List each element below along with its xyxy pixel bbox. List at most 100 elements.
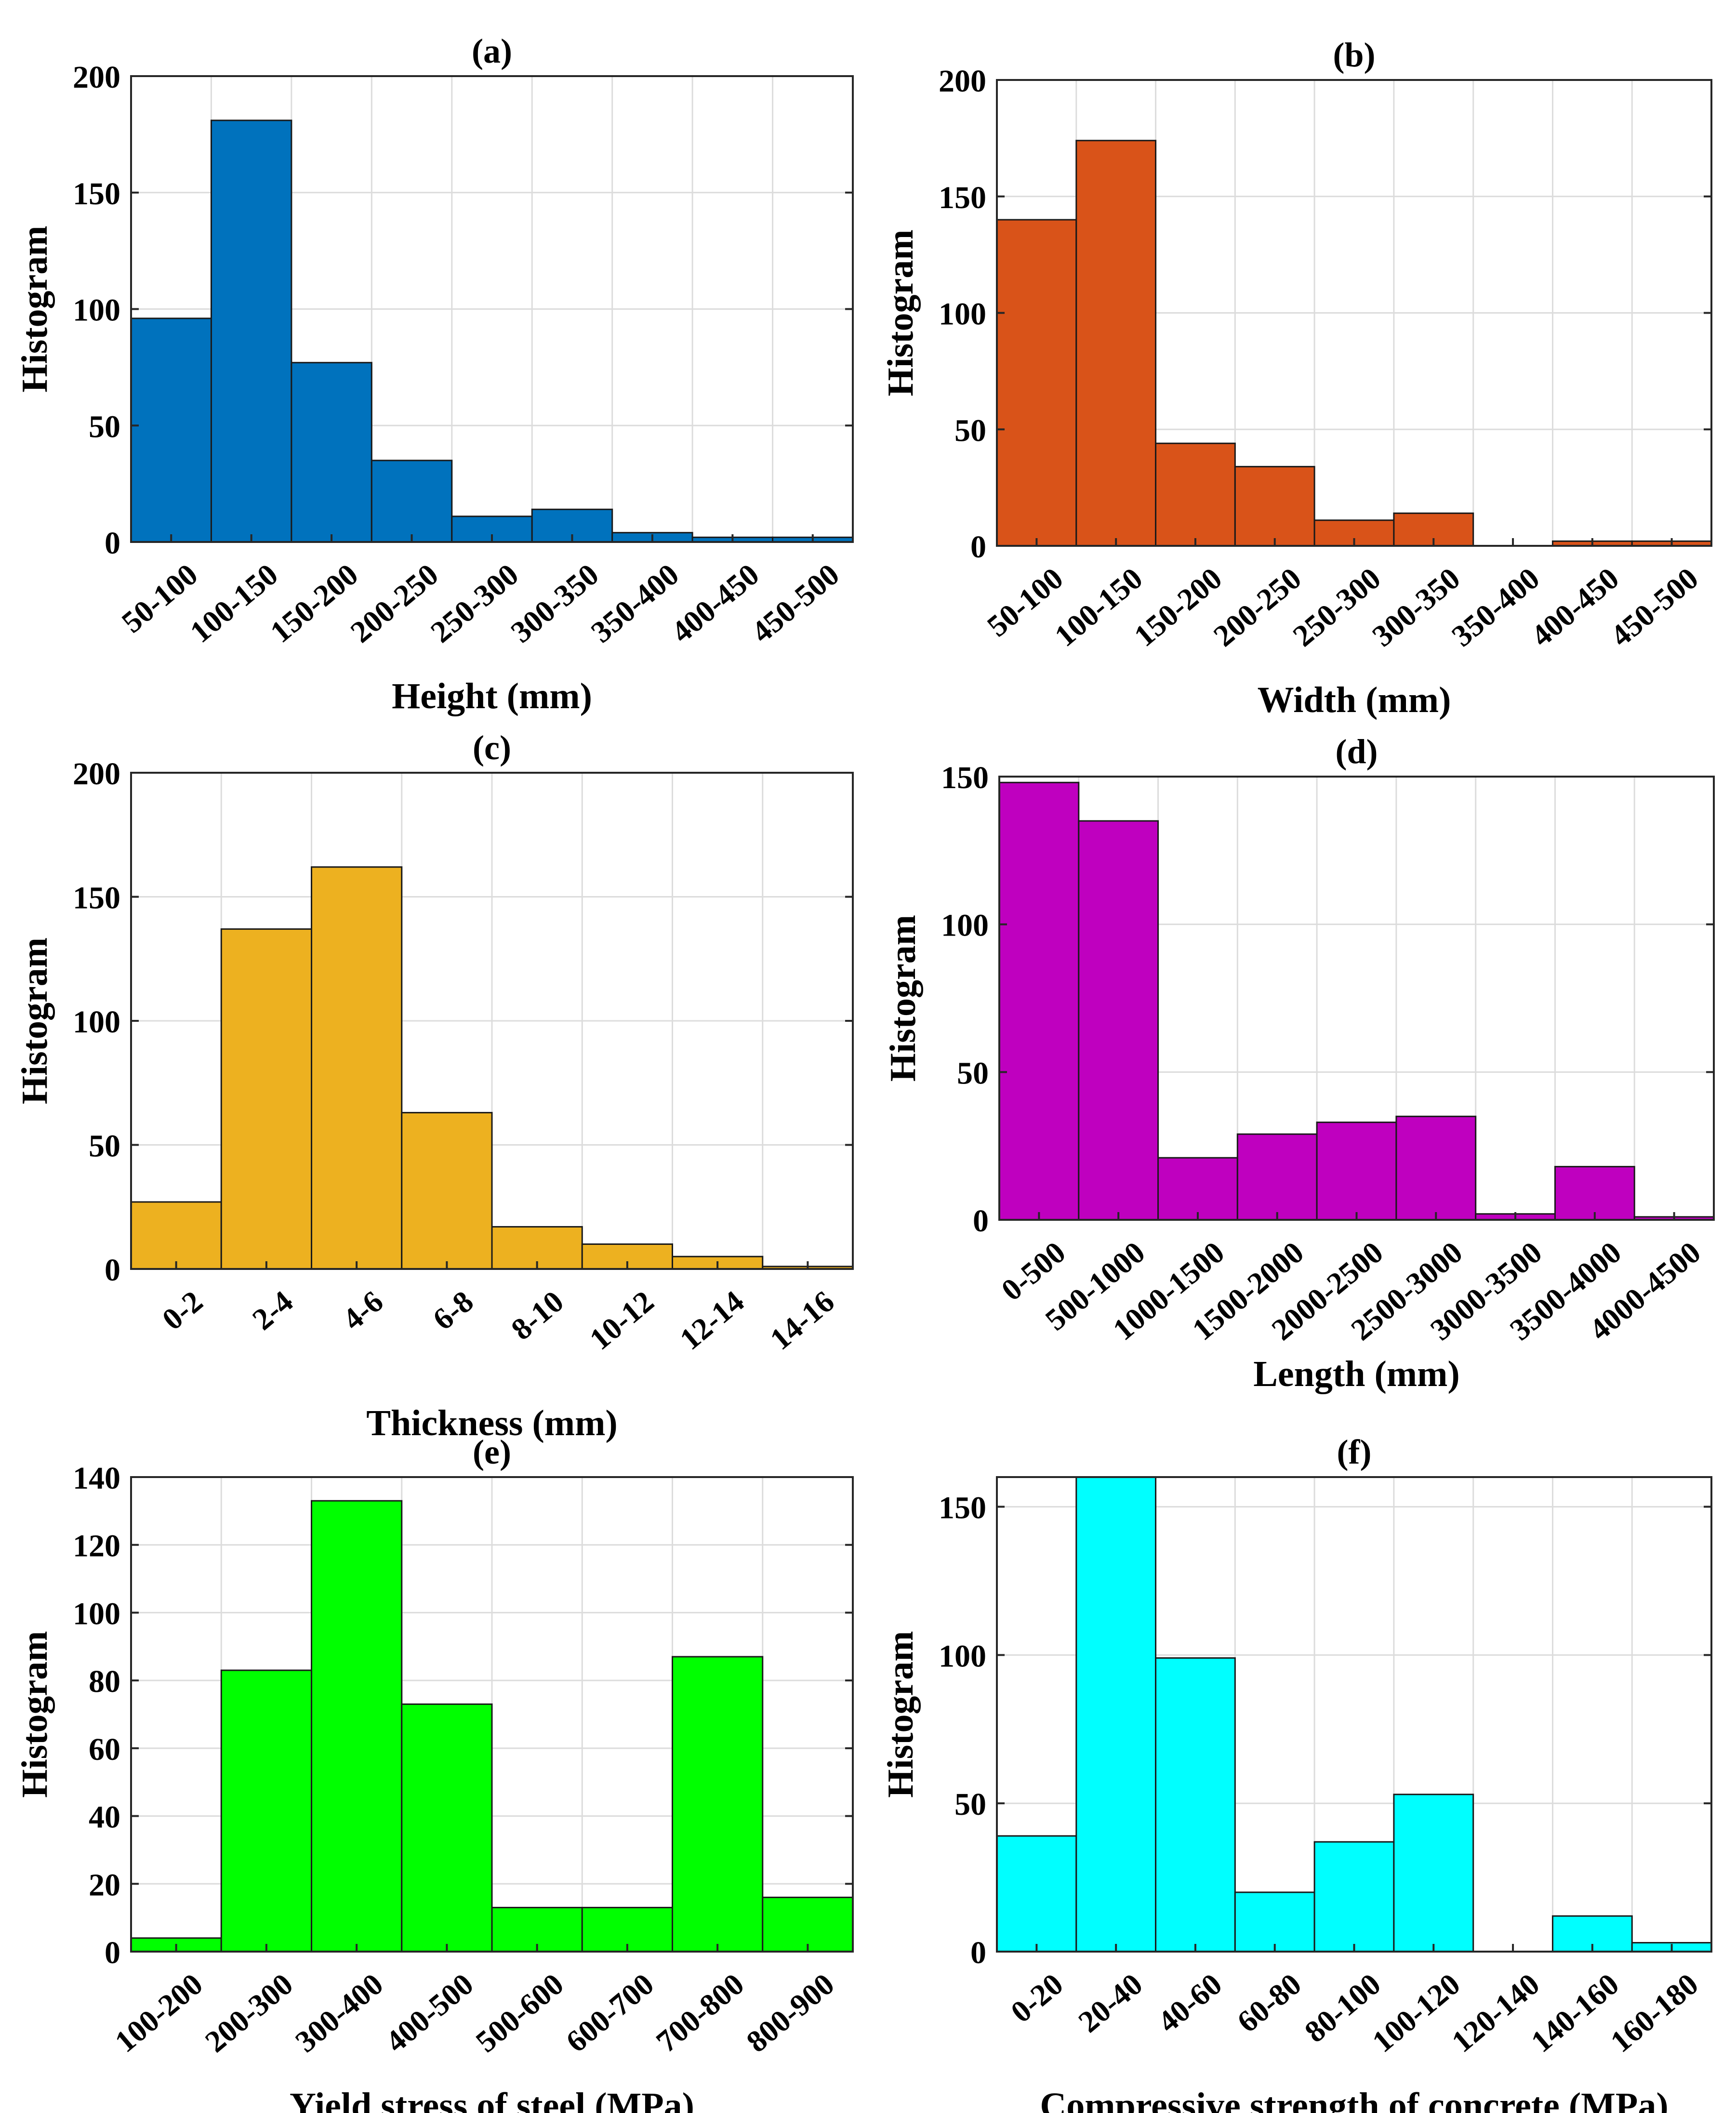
y-tick-label: 50: [954, 1787, 986, 1822]
x-tick-label: 12-14: [673, 1284, 750, 1356]
bar-80-100: [1313, 1841, 1395, 1953]
y-tick-label: 80: [89, 1664, 120, 1699]
x-axis-label: Width (mm): [1258, 680, 1451, 720]
x-tick-label: 6-8: [426, 1284, 480, 1336]
x-tick-label: 600-700: [559, 1967, 660, 2059]
chart-panel-a: 05010015020050-100100-150150-200200-2502…: [14, 32, 854, 716]
y-axis-label: Histogram: [880, 229, 921, 396]
bar-2-4: [220, 928, 312, 1270]
x-tick-label: 300-350: [1366, 561, 1467, 653]
bar-100-120: [1393, 1794, 1474, 1953]
x-tick-label: 100-120: [1366, 1967, 1467, 2059]
y-tick-label: 20: [89, 1867, 120, 1902]
x-axis-label: Height (mm): [392, 676, 592, 716]
x-tick-label: 250-300: [424, 557, 525, 649]
x-tick-label: 14-16: [764, 1284, 841, 1356]
bar-20-40: [1075, 1476, 1157, 1953]
x-tick-label: 160-180: [1604, 1967, 1705, 2059]
x-axis-label: Length (mm): [1253, 1354, 1460, 1394]
axes-frame: [130, 1476, 854, 1953]
bar-1000-1500: [1157, 1157, 1238, 1221]
y-tick-label: 0: [105, 1253, 120, 1288]
y-tick-label: 40: [89, 1800, 120, 1835]
x-tick-label: 140-160: [1524, 1967, 1625, 2059]
bar-40-60: [1155, 1657, 1236, 1953]
x-tick-label: 350-400: [1445, 561, 1546, 653]
x-tick-label: 300-400: [289, 1967, 389, 2059]
y-tick-label: 200: [73, 60, 120, 95]
x-tick-label: 4-6: [336, 1284, 389, 1336]
bar-2500-3000: [1395, 1115, 1477, 1221]
y-tick-label: 100: [941, 908, 989, 943]
x-tick-label: 400-450: [1524, 561, 1625, 653]
x-tick-label: 800-900: [740, 1967, 841, 2059]
x-tick-label: 20-40: [1072, 1967, 1149, 2039]
y-tick-label: 50: [89, 409, 120, 444]
x-tick-label: 700-800: [649, 1967, 750, 2059]
x-tick-label: 100-150: [1048, 561, 1149, 653]
y-axis-label: Histogram: [14, 225, 55, 392]
x-tick-label: 0-20: [1004, 1967, 1070, 2029]
x-tick-label: 200-250: [1207, 561, 1308, 653]
bar-200-250: [1234, 466, 1315, 547]
bar-200-250: [371, 460, 453, 543]
x-tick-label: 200-250: [344, 557, 445, 649]
chart-title: (f): [1337, 1433, 1372, 1471]
x-axis-label: Compressive strength of concrete (MPa): [1040, 2086, 1668, 2113]
x-axis-label: Thickness (mm): [366, 1403, 617, 1443]
y-axis-label: Histogram: [883, 915, 923, 1082]
bar-2000-2500: [1316, 1122, 1397, 1221]
y-tick-label: 50: [954, 413, 986, 448]
y-tick-label: 0: [105, 1935, 120, 1970]
y-axis-label: Histogram: [880, 1631, 921, 1797]
bar-0-2: [130, 1201, 222, 1270]
x-tick-label: 60-80: [1231, 1967, 1308, 2039]
y-tick-label: 100: [939, 1638, 986, 1674]
bar-4-6: [311, 866, 403, 1270]
bar-150-200: [291, 362, 372, 543]
x-tick-label: 450-500: [745, 557, 846, 649]
y-tick-label: 150: [941, 760, 989, 795]
y-tick-label: 150: [73, 881, 120, 916]
x-tick-label: 300-350: [504, 557, 605, 649]
x-tick-label: 100-200: [108, 1967, 209, 2059]
x-tick-label: 350-400: [584, 557, 685, 649]
x-tick-label: 0-2: [156, 1284, 209, 1336]
x-tick-label: 100-150: [184, 557, 284, 649]
bar-500-1000: [1078, 820, 1159, 1221]
bar-60-80: [1234, 1891, 1315, 1953]
y-tick-label: 100: [73, 1004, 120, 1040]
bar-50-100: [996, 219, 1077, 547]
x-axis-label: Yield stress of steel (MPa): [290, 2086, 694, 2113]
y-tick-label: 200: [939, 64, 986, 99]
y-tick-label: 100: [73, 293, 120, 328]
x-tick-label: 120-140: [1445, 1967, 1546, 2059]
chart-title: (e): [473, 1433, 511, 1471]
x-tick-label: 10-12: [583, 1284, 660, 1356]
y-axis-label: Histogram: [14, 1631, 55, 1797]
x-tick-label: 450-500: [1604, 561, 1705, 653]
y-tick-label: 150: [73, 176, 120, 211]
chart-title: (b): [1333, 36, 1376, 74]
chart-title: (d): [1336, 732, 1378, 771]
chart-panel-d: 0501001500-500500-10001000-15001500-2000…: [883, 732, 1715, 1394]
bar-1500-2000: [1236, 1133, 1318, 1221]
y-tick-label: 150: [939, 180, 986, 215]
y-tick-label: 0: [970, 1935, 986, 1970]
bar-0-20: [996, 1835, 1077, 1953]
chart-panel-c: 0 50 100 150 200 0-2 2-4 4-6 6-8 8-10 10-12 12-14 14…: [14, 728, 854, 1443]
y-axis-label: Histogram: [14, 938, 55, 1104]
x-tick-label: 400-500: [379, 1967, 480, 2059]
chart-title: (a): [472, 32, 512, 70]
bar-300-400: [311, 1500, 403, 1953]
x-tick-label: 2-4: [246, 1284, 299, 1336]
bar-100-150: [1075, 140, 1157, 547]
chart-panel-b: 05010015020050-100100-150150-200200-2502…: [880, 36, 1712, 720]
bar-3500-4000: [1554, 1166, 1635, 1221]
y-tick-label: 120: [73, 1529, 120, 1564]
bar-150-200: [1155, 442, 1236, 547]
y-tick-label: 50: [957, 1056, 989, 1091]
x-tick-label: 200-300: [199, 1967, 299, 2059]
bar-6-8: [401, 1112, 493, 1270]
